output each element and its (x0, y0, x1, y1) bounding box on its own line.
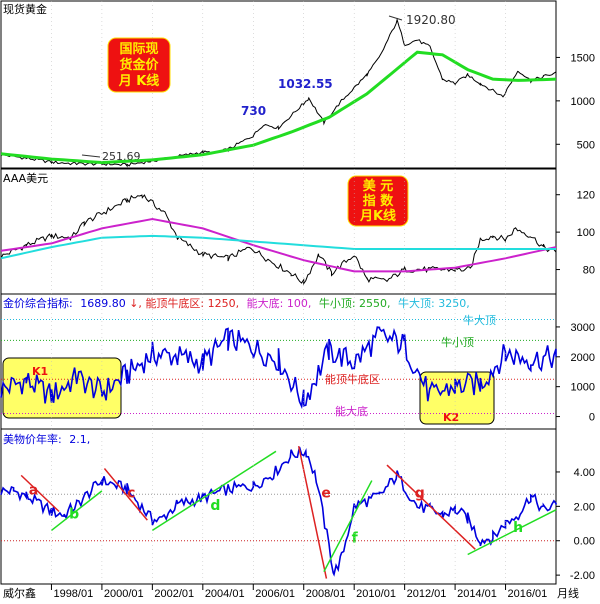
x-tick-label-5: 2008/01 (306, 588, 346, 600)
series-line-p1-2 (0, 234, 556, 260)
gold-index-legend-item-4: 牛大顶: 3250, (398, 296, 470, 310)
cpi-legend-label: 美物价年率: (3, 432, 62, 446)
series-line-p2-0 (0, 326, 557, 410)
x-tick-label-0: 1998/01 (53, 588, 93, 600)
y-tick-label-p1-0: 80 (583, 265, 595, 277)
panel-title-gold: 现货黄金 (3, 2, 47, 16)
gold-index-legend-item-3: 牛小顶: 2550, (319, 296, 391, 310)
series-line-p1-1 (0, 217, 557, 273)
gold-title-line-2: 货金价 (119, 57, 159, 73)
x-tick-label-4: 2006/01 (255, 588, 295, 600)
gold-peak-label: 1920.80 (406, 13, 456, 27)
series-line-p0-1 (0, 50, 557, 165)
trendline-b (50, 490, 103, 532)
level-label-3: 牛小顶 (441, 335, 474, 349)
gold-index-legend-arrow: ↓, (129, 297, 145, 310)
x-tick-label-2: 2002/01 (154, 588, 194, 600)
trendline-d (151, 450, 277, 532)
trendline-label-g: g (415, 486, 425, 502)
trendline-label-d: d (210, 498, 220, 514)
usd-title-box-bg (347, 175, 409, 227)
gold-peak-leader (388, 15, 403, 21)
y-tick-label-p2-2: 2000 (571, 352, 595, 364)
trendline-e (297, 446, 328, 579)
gold-1032-label: 1032.55 (278, 77, 333, 91)
x-tick-label-9: 2016/01 (508, 588, 548, 600)
y-tick-label-p3-3: 4.00 (574, 467, 595, 479)
y-tick-label-p0-2: 1500 (571, 52, 595, 64)
y-tick-label-p3-2: 2.00 (574, 501, 595, 513)
panel-title-usd: AAA美元 (3, 172, 48, 185)
gold-title-line-3: 月 K线 (118, 73, 160, 89)
usd-title-box: 美 元 指 数 月K线 (347, 175, 409, 227)
trendline-g (386, 464, 476, 550)
x-tick-label-3: 2004/01 (205, 588, 245, 600)
gold-730-label: 730 (241, 104, 266, 118)
trendline-label-a: a (29, 482, 38, 498)
gold-index-legend-item-1: 能顶牛底区: 1250, (145, 296, 239, 310)
trendline-label-f: f (352, 530, 359, 546)
usd-title-line-3: 月K线 (359, 208, 396, 224)
k1-label: K1 (32, 365, 48, 378)
footer-right: 月线 (557, 586, 579, 600)
gold-index-legend-label: 金价综合指标: (3, 296, 73, 310)
x-tick-label-6: 2010/01 (356, 588, 396, 600)
cpi-legend-value: 2.1, (69, 433, 90, 446)
y-tick-label-p2-0: 0 (589, 412, 595, 424)
series-line-p3-0 (0, 446, 557, 577)
gold-index-legend: 金价综合指标: 1689.80 ↓, 能顶牛底区: 1250, 能大底: 100… (3, 296, 470, 310)
gold-low-leader (81, 154, 101, 158)
usd-title-line-1: 美 元 (363, 178, 394, 194)
footer-left: 威尔鑫 (3, 586, 36, 600)
k2-label: K2 (443, 411, 459, 424)
trendline-a (20, 474, 60, 513)
y-tick-label-p3-0: -2.00 (570, 570, 595, 582)
series-line-p1-0 (0, 194, 557, 286)
y-tick-label-p3-1: 0.00 (574, 536, 595, 548)
cpi-legend: 美物价年率: 2.1, (3, 432, 90, 446)
x-tick-label-1: 2000/01 (104, 588, 144, 600)
y-tick-label-p2-1: 1000 (571, 382, 595, 394)
gold-title-line-1: 国际现 (119, 42, 158, 57)
usd-title-line-2: 指 数 (363, 193, 395, 209)
y-tick-label-p2-3: 3000 (571, 322, 595, 334)
level-label-2: 能大底 (335, 404, 368, 418)
trendline-label-h: h (513, 520, 523, 536)
trendline-c (103, 468, 148, 521)
trendline-h (467, 509, 557, 556)
gold-title-box: 国际现 货金价 月 K线 (107, 37, 171, 93)
y-tick-label-p1-2: 120 (577, 190, 595, 202)
gold-index-legend-value: 1689.80 (80, 297, 126, 310)
trendline-label-b: b (69, 506, 79, 522)
gold-index-legend-item-2: 能大底: 100, (247, 296, 312, 310)
trendline-f (323, 480, 373, 573)
gold-title-box-bg (107, 37, 171, 93)
y-tick-label-p1-1: 100 (577, 227, 595, 239)
x-tick-label-7: 2012/01 (407, 588, 447, 600)
x-tick-label-8: 2014/01 (457, 588, 497, 600)
y-tick-label-p0-0: 500 (577, 139, 595, 151)
y-tick-label-p0-1: 1000 (571, 96, 595, 108)
trendline-label-e: e (321, 486, 331, 502)
level-label-4: 牛大顶 (463, 313, 496, 327)
panel-frame-gold (0, 0, 557, 169)
trendline-label-c: c (127, 486, 135, 502)
